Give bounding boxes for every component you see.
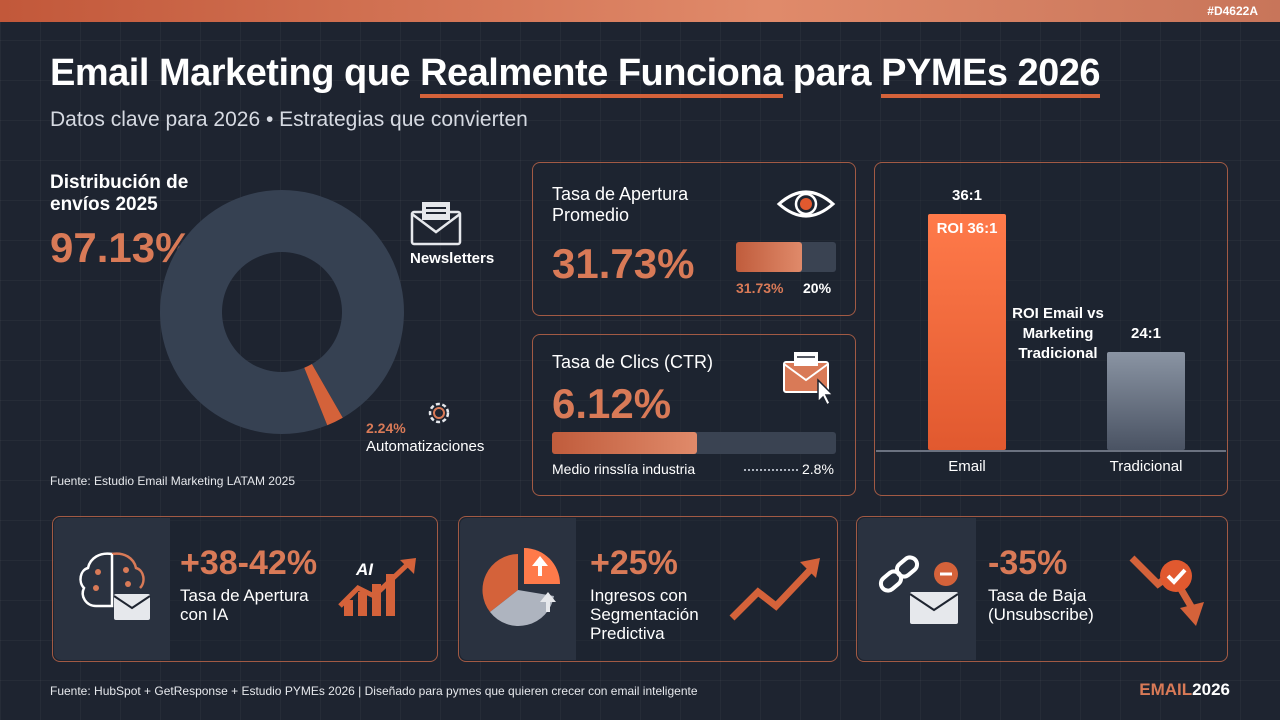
open-rate-value-label: 31.73% [736,280,784,296]
top-accent-bar [0,0,1280,22]
ctr-bar-fill [552,432,697,454]
open-rate-bar-track [736,242,836,272]
envelope-click-icon [783,352,835,406]
donut-slice-newsletters [160,189,405,434]
broken-link-envelope-icon [878,555,959,624]
unsubscribe-card-icon-panel [858,518,976,660]
growth-bars-icon [338,558,416,616]
segmentation-card-value: +25% [590,544,678,582]
donut-slice-automatizaciones [304,364,343,426]
brand-logo: EMAIL2026 [1139,680,1230,700]
slice-label-automatizaciones: Automatizaciones [366,438,485,455]
roi-chart-title: ROI Email vs Marketing Tradicional [1012,305,1104,362]
ctr-headline: 6.12% [552,380,672,427]
roi-bar-email [928,214,1006,450]
donut-headline: 97.13% [50,224,193,271]
ai-card-label: Tasa de Apertura con IA [180,586,309,624]
open-rate-bar-fill [736,242,803,272]
brain-envelope-icon [79,552,151,620]
slice-label-newsletters: Newsletters [410,250,495,267]
donut-source: Fuente: Estudio Email Marketing LATAM 20… [50,474,296,488]
roi-category-tradicional: Tradicional [1109,458,1183,475]
open-rate-headline: 31.73% [552,240,695,287]
hex-code: #D4622A [1207,4,1258,18]
title-highlight-1: Realmente Funciona [420,52,783,98]
eye-icon [776,190,836,218]
open-rate-benchmark-label: 20% [803,280,832,296]
page-subtitle: Datos clave para 2026 • Estrategias que … [50,108,528,131]
title-highlight-2: PYMEs 2026 [881,52,1101,98]
unsubscribe-card-value: -35% [988,544,1068,582]
unsubscribe-card-label: Tasa de Baja (Unsubscribe) [988,586,1094,624]
ai-badge: AI [356,560,373,579]
envelope-icon [410,202,462,246]
roi-trad-value: 24:1 [1130,325,1162,343]
segmentation-card-label: Ingresos con Segmentación Predictiva [590,586,699,643]
trend-up-icon [729,558,820,621]
roi-bar-tradicional [1107,352,1185,450]
slice-value-automatizaciones: 2.24% [366,420,406,436]
ctr-footer-label: Medio rinsslía industria [552,461,696,477]
donut-chart [160,189,405,434]
title-pre: Email Marketing que [50,52,421,94]
ctr-dotted-leader [744,469,798,471]
open-rate-title: Tasa de Apertura Promedio [552,184,689,225]
pie-segment-icon [482,548,560,627]
page-title: Email Marketing que Realmente Funciona p… [50,52,1101,98]
roi-category-email: Email [948,458,986,475]
roi-email-value: 36:1 [951,187,983,204]
brand-part-a: EMAIL [1139,680,1193,699]
brand-part-b: 2026 [1192,680,1230,699]
donut-title: Distribución de envíos 2025 [50,172,189,215]
title-mid: para [782,52,882,94]
footer-source: Fuente: HubSpot + GetResponse + Estudio … [50,684,698,698]
ctr-bar-track [552,432,836,454]
open-rate-card [532,162,856,316]
trend-down-icon [1129,555,1204,626]
roi-axis-line [876,450,1226,452]
ai-card-value: +38-42% [180,544,318,582]
ctr-title: Tasa de Clics (CTR) [552,352,714,372]
roi-email-inner-label: ROI 36:1 [936,220,998,237]
gear-icon [428,402,450,424]
ctr-benchmark-label: 2.8% [802,461,834,477]
